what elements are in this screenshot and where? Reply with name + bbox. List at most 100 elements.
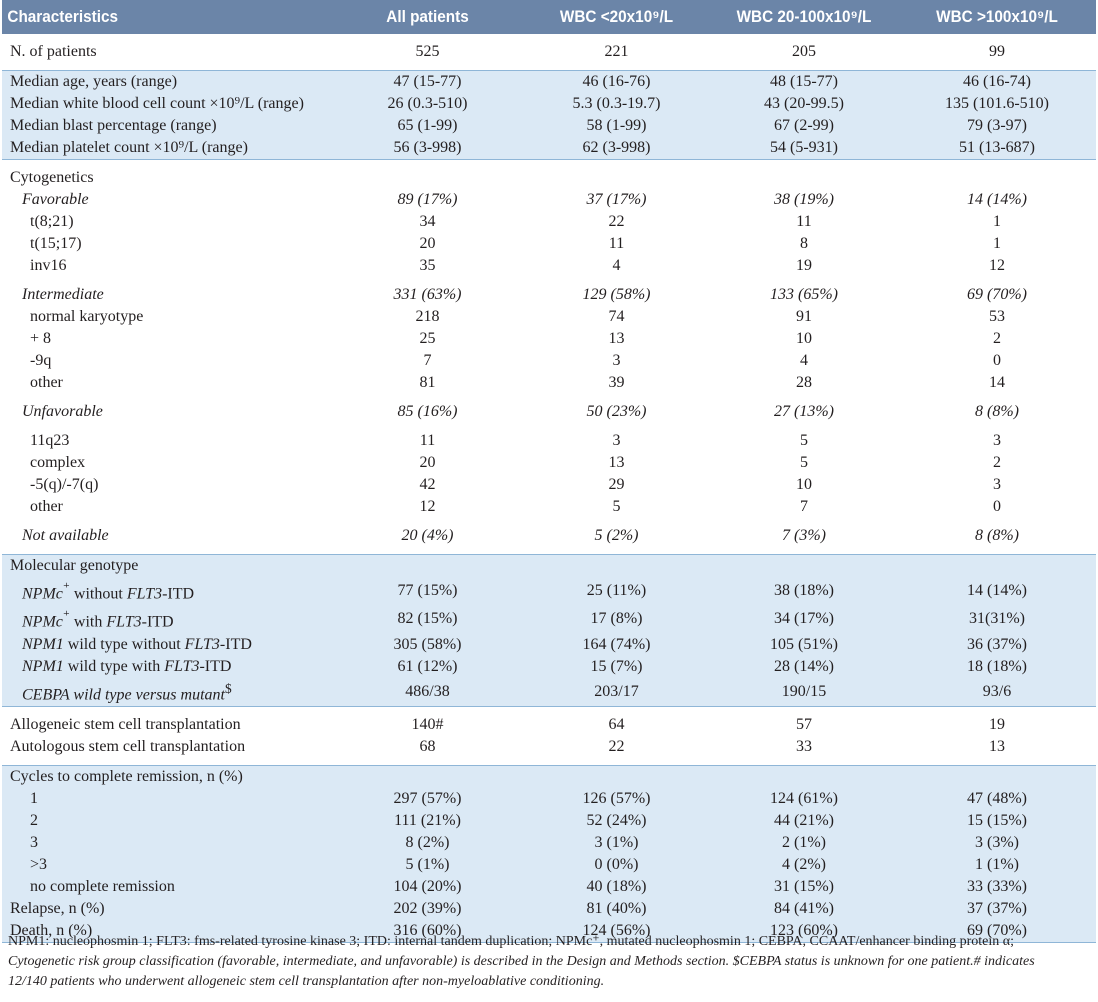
cell: 44 (21%) — [710, 809, 898, 832]
cell: 35 — [419, 257, 436, 274]
row-label: complex — [30, 454, 86, 471]
cell: 7 — [423, 352, 432, 369]
cell: 46 (16-74) — [898, 70, 1096, 93]
cell: 13 — [989, 737, 1005, 755]
cell: 15 (15%) — [898, 809, 1096, 832]
row-label: Cycles to complete remission, n (%) — [2, 764, 1096, 788]
cell: 135 (101.6-510) — [898, 93, 1096, 115]
cell: 123 (60%) — [710, 919, 898, 943]
cell: 133 (65%) — [770, 286, 838, 303]
cell: 1 (1%) — [898, 853, 1096, 876]
table-row-death: Death, n (%) 316 (60%) 124 (56%) 123 (60… — [2, 919, 1096, 943]
cell: 81 — [419, 374, 436, 391]
table-row-median-blast: Median blast percentage (range) 65 (1-99… — [2, 115, 1096, 137]
header-wbc-mid: WBC 20-100x10⁹/L — [736, 7, 872, 26]
row-label: >3 — [2, 853, 332, 876]
row-label: t(15;17) — [30, 235, 82, 252]
row-label: Cytogenetics — [10, 169, 94, 186]
cell: 26 (0.3-510) — [332, 93, 523, 115]
cell: 331 (63%) — [393, 286, 462, 303]
cell: 11 — [419, 432, 436, 449]
table-row-cycle-3: 3 8 (2%) 3 (1%) 2 (1%) 3 (3%) — [2, 831, 1096, 854]
cell: 34 (17%) — [710, 605, 898, 634]
cell: 77 (15%) — [332, 577, 523, 606]
cell: 203/17 — [523, 677, 710, 707]
cell: 31(31%) — [898, 605, 1096, 634]
cell: 51 (13-687) — [898, 137, 1096, 160]
cell: 20 — [419, 454, 436, 471]
cell: 124 (56%) — [523, 919, 710, 943]
table-row-median-wbc: Median white blood cell count ×10⁹/L (ra… — [2, 93, 1096, 115]
cell: 3 (1%) — [523, 831, 710, 854]
cell: 52 (24%) — [523, 809, 710, 832]
cell: 8 — [800, 235, 808, 252]
row-label: Autologous stem cell transplantation — [10, 737, 246, 755]
table-row-allogeneic: Allogeneic stem cell transplantation 140… — [2, 714, 1096, 736]
footnote-line: Cytogenetic risk group classification (f… — [8, 954, 1035, 969]
patient-characteristics-table: Characteristics All patients WBC <20x10⁹… — [2, 0, 1096, 943]
cell: 18 (18%) — [898, 655, 1096, 678]
cell: 5 (2%) — [594, 527, 639, 544]
row-label: NPM1 wild type with FLT3-ITD — [2, 655, 332, 678]
cell: 525 — [415, 43, 440, 60]
table-row-t1517: t(15;17) 20 11 8 1 — [2, 233, 1096, 255]
cell: 5.3 (0.3-19.7) — [523, 93, 710, 115]
cell: 56 (3-998) — [332, 137, 523, 160]
table-row-minus5-7: -5(q)/-7(q) 42 29 10 3 — [2, 474, 1096, 496]
cell: 297 (57%) — [332, 787, 523, 810]
cell: 39 — [608, 374, 625, 391]
table-row-inv16: inv16 35 4 19 12 — [2, 255, 1096, 277]
cell: 57 — [796, 715, 812, 733]
cell: 11 — [796, 213, 812, 230]
table-row-other-unfavorable: other 12 5 7 0 — [2, 496, 1096, 518]
row-label: Relapse, n (%) — [2, 897, 332, 920]
cell: 74 — [608, 308, 625, 325]
cell: 93/6 — [898, 677, 1096, 707]
table-row-11q23: 11q23 11 3 5 3 — [2, 430, 1096, 452]
table-row-complex: complex 20 13 5 2 — [2, 452, 1096, 474]
cell: 61 (12%) — [332, 655, 523, 678]
header-wbc-high: WBC >100x10⁹/L — [936, 7, 1058, 26]
table-row-cycle-1: 1 297 (57%) 126 (57%) 124 (61%) 47 (48%) — [2, 787, 1096, 810]
cell: 91 — [796, 308, 812, 325]
table-row-plus8: + 8 25 13 10 2 — [2, 328, 1096, 350]
cell: 12 — [989, 257, 1005, 274]
cell: 218 — [415, 308, 440, 325]
cell: 3 — [612, 432, 621, 449]
cell: 22 — [608, 737, 625, 755]
row-label: Unfavorable — [22, 403, 103, 420]
header-all-patients: All patients — [386, 7, 469, 26]
table-row-no-complete-remission: no complete remission 104 (20%) 40 (18%)… — [2, 875, 1096, 898]
table-row-median-age: Median age, years (range) 47 (15-77) 46 … — [2, 70, 1096, 93]
cell: 85 (16%) — [397, 403, 458, 420]
row-label: no complete remission — [2, 875, 332, 898]
footnote-line: NPM1: nucleophosmin 1; FLT3: fms-related… — [8, 934, 1015, 949]
table-row-npm1-wt-without-flt3: NPM1 wild type without FLT3-ITD 305 (58%… — [2, 633, 1096, 656]
cell: 221 — [604, 43, 629, 60]
cell: 8 (8%) — [975, 403, 1019, 420]
cell: 69 (70%) — [898, 919, 1096, 943]
cell: 67 (2-99) — [710, 115, 898, 137]
cell: 31 (15%) — [710, 875, 898, 898]
cell: 14 — [989, 374, 1005, 391]
cell: 62 (3-998) — [523, 137, 710, 160]
cell: 20 (4%) — [401, 527, 454, 544]
cell: 7 — [800, 498, 808, 515]
cell: 25 (11%) — [523, 577, 710, 606]
row-label: other — [30, 498, 63, 515]
cell: 82 (15%) — [332, 605, 523, 634]
row-label: Not available — [22, 527, 109, 544]
cell: 25 — [419, 330, 436, 347]
cell: 53 — [989, 308, 1005, 325]
cell: 13 — [608, 330, 625, 347]
cell: 28 — [796, 374, 812, 391]
cell: 81 (40%) — [523, 897, 710, 920]
cell: 40 (18%) — [523, 875, 710, 898]
table-row-t821: t(8;21) 34 22 11 1 — [2, 211, 1096, 233]
cell: 48 (15-77) — [710, 70, 898, 93]
cell: 11 — [608, 235, 625, 252]
cell: 64 — [608, 715, 625, 733]
cell: 47 (15-77) — [332, 70, 523, 93]
cell: 140# — [411, 715, 444, 733]
row-label: NPMc⁺ without FLT3-ITD — [2, 577, 332, 606]
